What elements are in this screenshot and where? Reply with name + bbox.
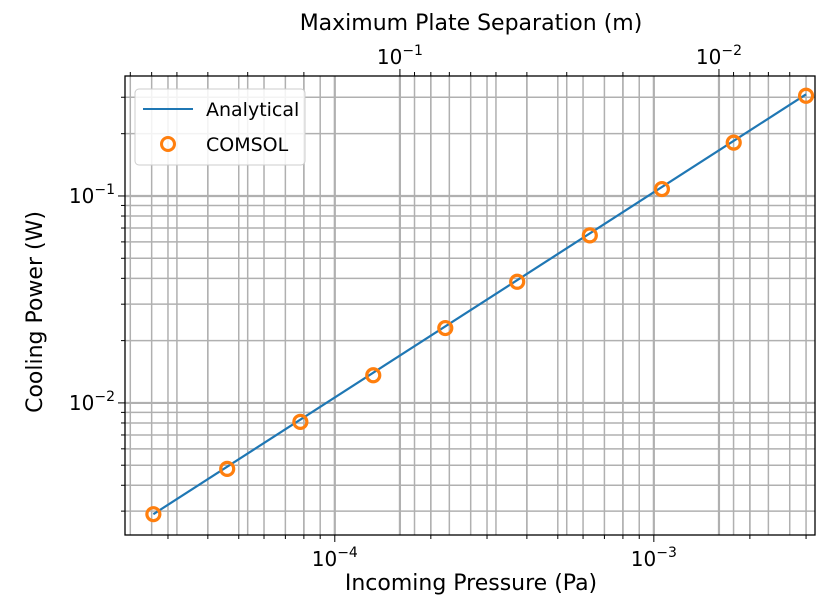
top-x-tick-label: 10−2 bbox=[696, 43, 742, 69]
comsol-point bbox=[145, 506, 162, 523]
plot-series bbox=[145, 87, 815, 523]
tick-labels: 10−4 10−3 10−2 10−1 10−1 10−2 bbox=[69, 43, 742, 571]
comsol-point bbox=[797, 87, 815, 104]
comsol-point bbox=[292, 413, 309, 430]
legend: Analytical COMSOL bbox=[134, 88, 306, 166]
comsol-point bbox=[725, 134, 742, 151]
comsol-point bbox=[437, 319, 454, 337]
comsol-point bbox=[581, 227, 598, 244]
analytical-line bbox=[152, 93, 807, 516]
x-tick-label: 10−4 bbox=[312, 545, 358, 571]
legend-label-analytical: Analytical bbox=[206, 99, 299, 121]
comsol-point bbox=[509, 273, 526, 290]
x-axis-label: Incoming Pressure (Pa) bbox=[345, 571, 597, 596]
major-grid bbox=[125, 76, 815, 535]
y-tick-label: 10−1 bbox=[69, 182, 115, 208]
comsol-point bbox=[653, 180, 671, 198]
y-tick-label: 10−2 bbox=[69, 389, 115, 415]
legend-label-comsol: COMSOL bbox=[206, 134, 289, 156]
axis-ticks bbox=[118, 69, 807, 542]
x-tick-label: 10−3 bbox=[631, 545, 677, 571]
y-axis-label: Cooling Power (W) bbox=[23, 211, 48, 413]
top-x-axis-label: Maximum Plate Separation (m) bbox=[300, 11, 643, 36]
comsol-point bbox=[365, 367, 382, 384]
comsol-point bbox=[219, 460, 236, 477]
plot-frame bbox=[124, 75, 816, 536]
legend-marker-swatch bbox=[160, 136, 176, 152]
top-x-tick-label: 10−1 bbox=[377, 43, 423, 69]
